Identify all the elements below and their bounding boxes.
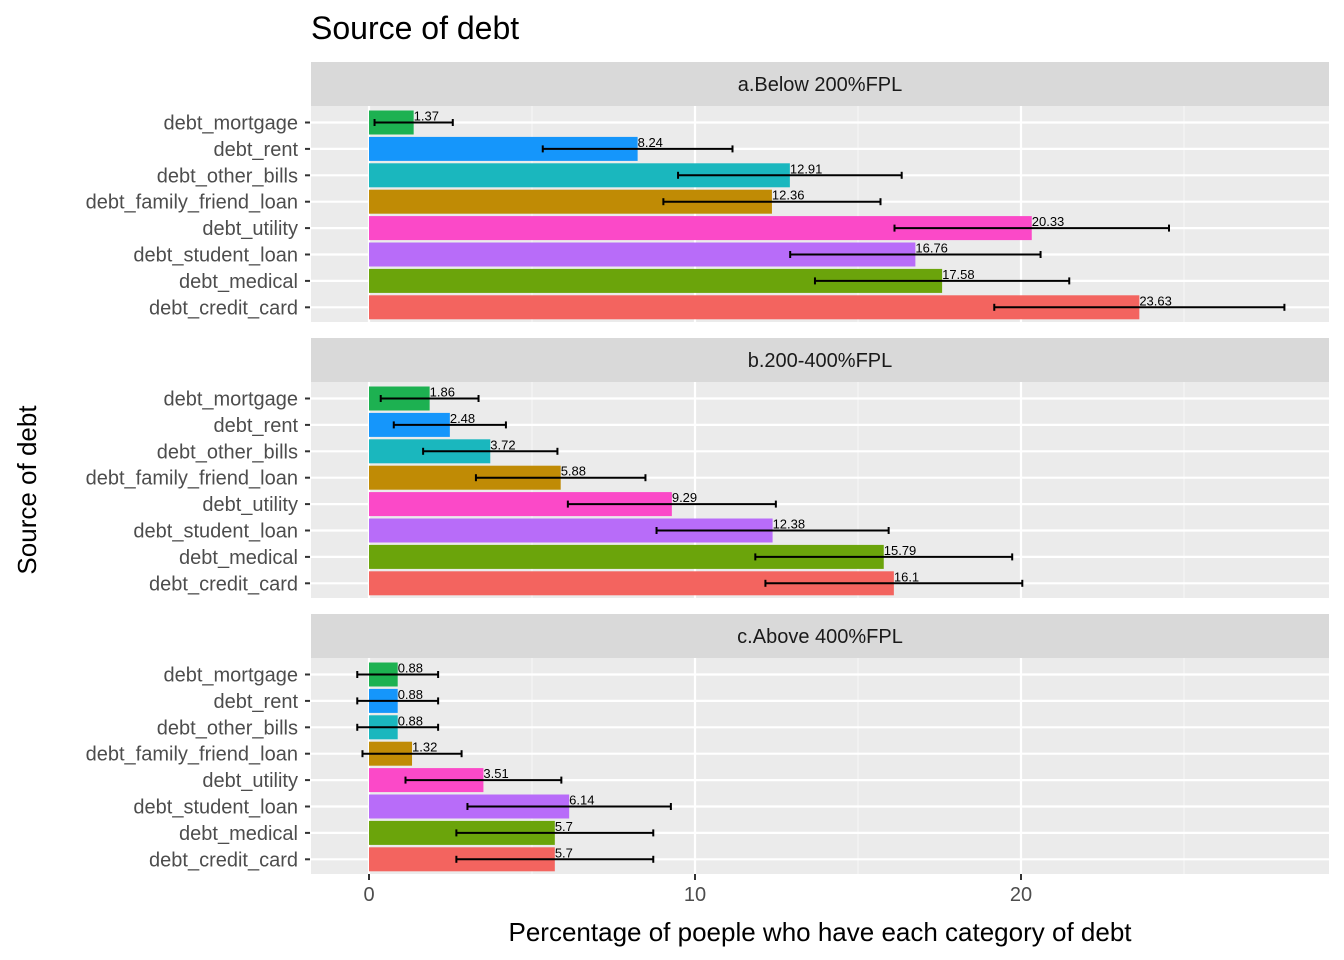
facet-strip: [311, 338, 1329, 382]
error-bar: [541, 145, 734, 153]
y-tick-label: debt_other_bills: [157, 165, 298, 187]
data-label: 1.86: [430, 385, 455, 400]
data-label: 9.29: [672, 490, 697, 505]
facet-strip-label: c.Above 400%FPL: [737, 626, 903, 648]
y-tick-label: debt_student_loan: [133, 521, 298, 543]
error-bar: [356, 671, 440, 678]
data-label: 16.1: [894, 569, 919, 584]
data-label: 15.79: [884, 543, 917, 558]
y-tick-label: debt_credit_card: [149, 573, 298, 595]
data-label: 0.88: [398, 687, 423, 702]
data-label: 12.36: [772, 188, 805, 203]
data-label: 12.91: [790, 161, 823, 176]
data-label: 8.24: [638, 135, 663, 150]
y-tick-label: debt_rent: [213, 415, 298, 437]
y-axis-label: Source of debt: [12, 405, 42, 575]
facet-strip-label: b.200-400%FPL: [748, 350, 893, 372]
error-bar: [392, 421, 507, 429]
data-label: 0.88: [398, 713, 423, 728]
panel-a-below-200-fpl: a.Below 200%FPL debt_mortgage 1.37 debt_ren…: [86, 62, 1329, 322]
data-label: 1.32: [412, 740, 437, 755]
error-bar: [789, 251, 1042, 258]
y-tick-label: debt_family_friend_loan: [86, 468, 298, 490]
error-bar: [356, 723, 440, 731]
data-label: 1.37: [414, 109, 439, 124]
x-tick-label: 10: [684, 884, 706, 906]
error-bar: [422, 447, 559, 455]
y-tick-label: debt_mortgage: [163, 113, 298, 135]
y-tick-label: debt_utility: [202, 494, 298, 516]
error-bar: [655, 527, 890, 534]
y-tick-label: debt_other_bills: [157, 717, 298, 739]
data-label: 2.48: [450, 411, 475, 426]
y-tick-label: debt_medical: [179, 823, 298, 845]
y-tick-label: debt_student_loan: [133, 245, 298, 267]
error-bar: [893, 224, 1171, 232]
data-label: 16.76: [915, 241, 948, 256]
y-tick-label: debt_family_friend_loan: [86, 192, 298, 214]
error-bar: [474, 474, 647, 482]
data-label: 5.7: [555, 845, 573, 860]
y-tick-label: debt_rent: [213, 691, 298, 713]
y-tick-label: debt_medical: [179, 547, 298, 569]
x-axis-label: Percentage of poeple who have each categ…: [509, 917, 1133, 947]
error-bar: [356, 697, 440, 705]
data-label: 6.14: [569, 793, 594, 808]
error-bar: [455, 855, 655, 863]
error-bar: [993, 303, 1286, 311]
x-axis: 0 10 20: [363, 874, 1032, 906]
error-bar: [379, 395, 480, 402]
facet-strip: [311, 614, 1329, 658]
error-bar: [662, 198, 882, 206]
bar-debt-utility: [369, 492, 672, 517]
y-tick-label: debt_mortgage: [163, 389, 298, 411]
data-label: 3.72: [490, 437, 515, 452]
y-tick-label: debt_other_bills: [157, 441, 298, 463]
panel-b-200-400-fpl: b.200-400%FPL debt_mortgage 1.86 debt_rent 2…: [86, 338, 1329, 598]
chart-title: Source of debt: [311, 10, 519, 46]
data-label: 20.33: [1032, 214, 1065, 229]
panel-c-above-400-fpl: c.Above 400%FPL debt_mortgage 0.88 debt_ren…: [86, 614, 1329, 874]
x-tick-label: 20: [1010, 884, 1032, 906]
facet-strip-label: a.Below 200%FPL: [738, 74, 903, 96]
data-label: 23.63: [1139, 293, 1172, 308]
error-bar: [466, 803, 672, 810]
error-bar: [373, 119, 454, 126]
x-tick-label: 0: [363, 884, 374, 906]
error-bar: [566, 500, 777, 508]
data-label: 17.58: [942, 267, 975, 282]
data-label: 3.51: [483, 766, 508, 781]
y-tick-label: debt_credit_card: [149, 297, 298, 319]
y-tick-label: debt_utility: [202, 218, 298, 240]
y-tick-label: debt_family_friend_loan: [86, 744, 298, 766]
data-label: 5.88: [561, 464, 586, 479]
data-label: 5.7: [555, 819, 573, 834]
error-bar: [361, 750, 463, 758]
error-bar: [455, 829, 655, 837]
y-tick-label: debt_medical: [179, 271, 298, 293]
facet-strip: [311, 62, 1329, 106]
panels: a.Below 200%FPL debt_mortgage 1.37 debt_ren…: [86, 62, 1329, 874]
error-bar: [764, 579, 1024, 587]
error-bar: [677, 171, 903, 179]
y-tick-label: debt_student_loan: [133, 797, 298, 819]
y-tick-label: debt_utility: [202, 770, 298, 792]
error-bar: [813, 277, 1071, 285]
y-tick-label: debt_rent: [213, 139, 298, 161]
error-bar: [754, 553, 1014, 561]
error-bar: [404, 776, 563, 784]
data-label: 12.38: [773, 517, 806, 532]
y-tick-label: debt_credit_card: [149, 849, 298, 871]
data-label: 0.88: [398, 661, 423, 676]
y-tick-label: debt_mortgage: [163, 665, 298, 687]
